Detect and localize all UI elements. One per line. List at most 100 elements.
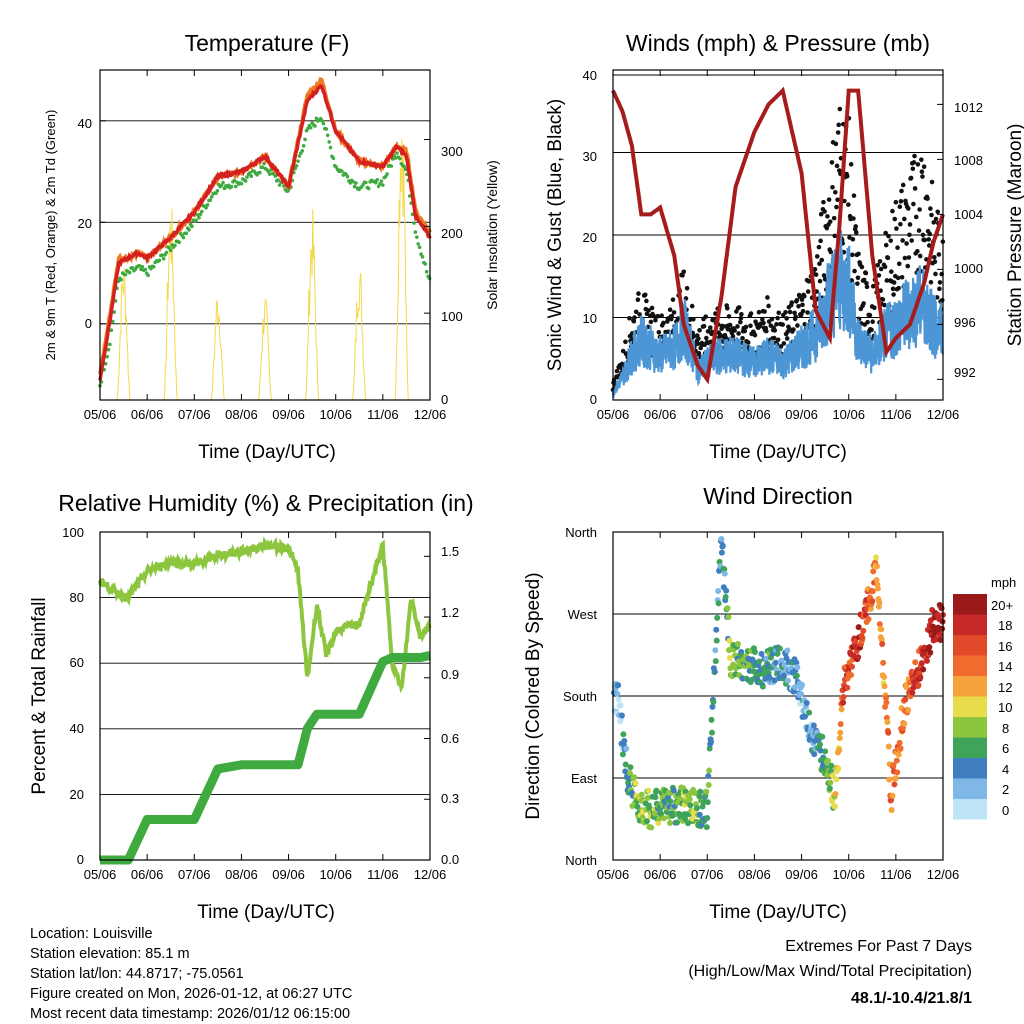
gust-point — [818, 211, 824, 217]
gust-point — [687, 317, 693, 323]
direction-point — [697, 788, 704, 795]
direction-point — [721, 570, 728, 577]
legend-color-box — [953, 717, 987, 738]
gust-point — [781, 341, 787, 346]
d-xtick-label: 05/06 — [597, 867, 630, 882]
dir-tick-north-bottom: North — [565, 853, 597, 868]
direction-point — [881, 683, 888, 690]
gust-point — [916, 228, 922, 233]
direction-point — [873, 577, 880, 584]
direction-point — [693, 805, 700, 812]
temperature-frame — [99, 69, 431, 401]
direction-point — [826, 785, 833, 792]
dewpoint-point — [308, 125, 313, 130]
legend-color-box — [953, 758, 987, 779]
gust-point — [778, 344, 784, 349]
precip-tick-03: 0.3 — [441, 791, 459, 806]
dewpoint-point — [260, 165, 265, 170]
winds-panel: Winds (mph) & Pressure (mb) 0 10 20 30 4… — [545, 30, 1024, 463]
w-xtick-label: 06/06 — [644, 407, 677, 422]
direction-point — [869, 598, 876, 605]
gust-point — [704, 335, 709, 341]
humidity-lines — [96, 536, 434, 865]
direction-point — [832, 803, 839, 810]
gust-point — [805, 289, 811, 294]
direction-point — [686, 796, 693, 803]
dewpoint-point — [229, 184, 234, 189]
gust-point — [816, 244, 822, 250]
dewpoint-point — [327, 140, 331, 144]
gust-point — [897, 204, 903, 210]
dewpoint-point — [320, 119, 324, 123]
direction-point — [700, 799, 707, 806]
gust-point — [675, 316, 681, 321]
direction-point — [771, 677, 778, 684]
gust-point — [875, 262, 881, 268]
dewpoint-point — [267, 172, 272, 176]
direction-point — [667, 819, 674, 826]
direction-point — [713, 626, 720, 633]
direction-point — [939, 625, 946, 632]
gust-point — [861, 301, 866, 306]
humidity-grid — [100, 597, 430, 795]
direction-point — [763, 655, 770, 662]
dewpoint-point — [381, 183, 385, 187]
humidity-ylabel: Percent & Total Rainfall — [29, 597, 50, 794]
gust-point — [847, 235, 852, 240]
temp-2m-line — [98, 83, 432, 381]
dewpoint-point — [173, 243, 177, 248]
gust-point — [794, 297, 800, 303]
extremes-box: Extremes For Past 7 Days (High/Low/Max W… — [688, 938, 972, 1007]
dewpoint-point — [161, 256, 166, 261]
direction-point — [712, 647, 719, 654]
info-elevation: Station elevation: 85.1 m — [30, 946, 190, 962]
solar-insolation-peak — [394, 138, 409, 401]
gust-point — [870, 283, 876, 289]
gust-point — [855, 281, 860, 286]
gust-point — [939, 298, 945, 303]
gust-point — [730, 333, 736, 339]
gust-point — [864, 284, 870, 290]
gust-point — [848, 162, 854, 167]
dewpoint-point — [306, 126, 310, 131]
gust-point — [911, 201, 916, 207]
t-xtick-label: 05/06 — [84, 407, 117, 422]
gust-point — [913, 214, 919, 220]
gust-point — [920, 174, 925, 179]
legend-color-box — [953, 655, 987, 676]
direction-point — [703, 788, 710, 795]
gust-point — [912, 153, 917, 159]
gust-point — [907, 232, 912, 238]
wind-left-tick-20: 20 — [583, 230, 597, 245]
dewpoint-point — [258, 170, 262, 175]
direction-point — [621, 738, 628, 745]
direction-point — [651, 810, 658, 817]
dewpoint-point — [245, 175, 249, 179]
dewpoint-point — [164, 250, 169, 255]
gust-point — [670, 297, 676, 302]
direction-point — [844, 684, 851, 691]
gust-point — [800, 308, 806, 314]
hum-left-tick-0: 0 — [77, 852, 84, 867]
dewpoint-point — [277, 183, 282, 187]
dewpoint-point — [106, 347, 111, 352]
gust-point — [851, 193, 857, 198]
direction-point — [653, 787, 660, 794]
legend-label-0: 0 — [1002, 803, 1009, 818]
direction-point — [726, 637, 733, 644]
direction-point — [835, 765, 842, 772]
direction-point — [618, 712, 625, 719]
w-xtick-label: 08/06 — [738, 407, 771, 422]
direction-point — [869, 588, 876, 595]
gust-point — [822, 209, 827, 214]
temperature-panel: Temperature (F) 40 20 0 0 100 200 300 2m… — [43, 30, 500, 463]
gust-point — [921, 164, 927, 170]
station-pressure-line — [611, 86, 945, 385]
hum-left-tick-100: 100 — [62, 525, 84, 540]
h-xtick-label: 10/06 — [319, 867, 352, 882]
dewpoint-point — [412, 221, 416, 225]
direction-point — [756, 658, 763, 665]
direction-point — [840, 699, 847, 706]
gust-point — [852, 268, 857, 274]
direction-point — [663, 808, 670, 815]
